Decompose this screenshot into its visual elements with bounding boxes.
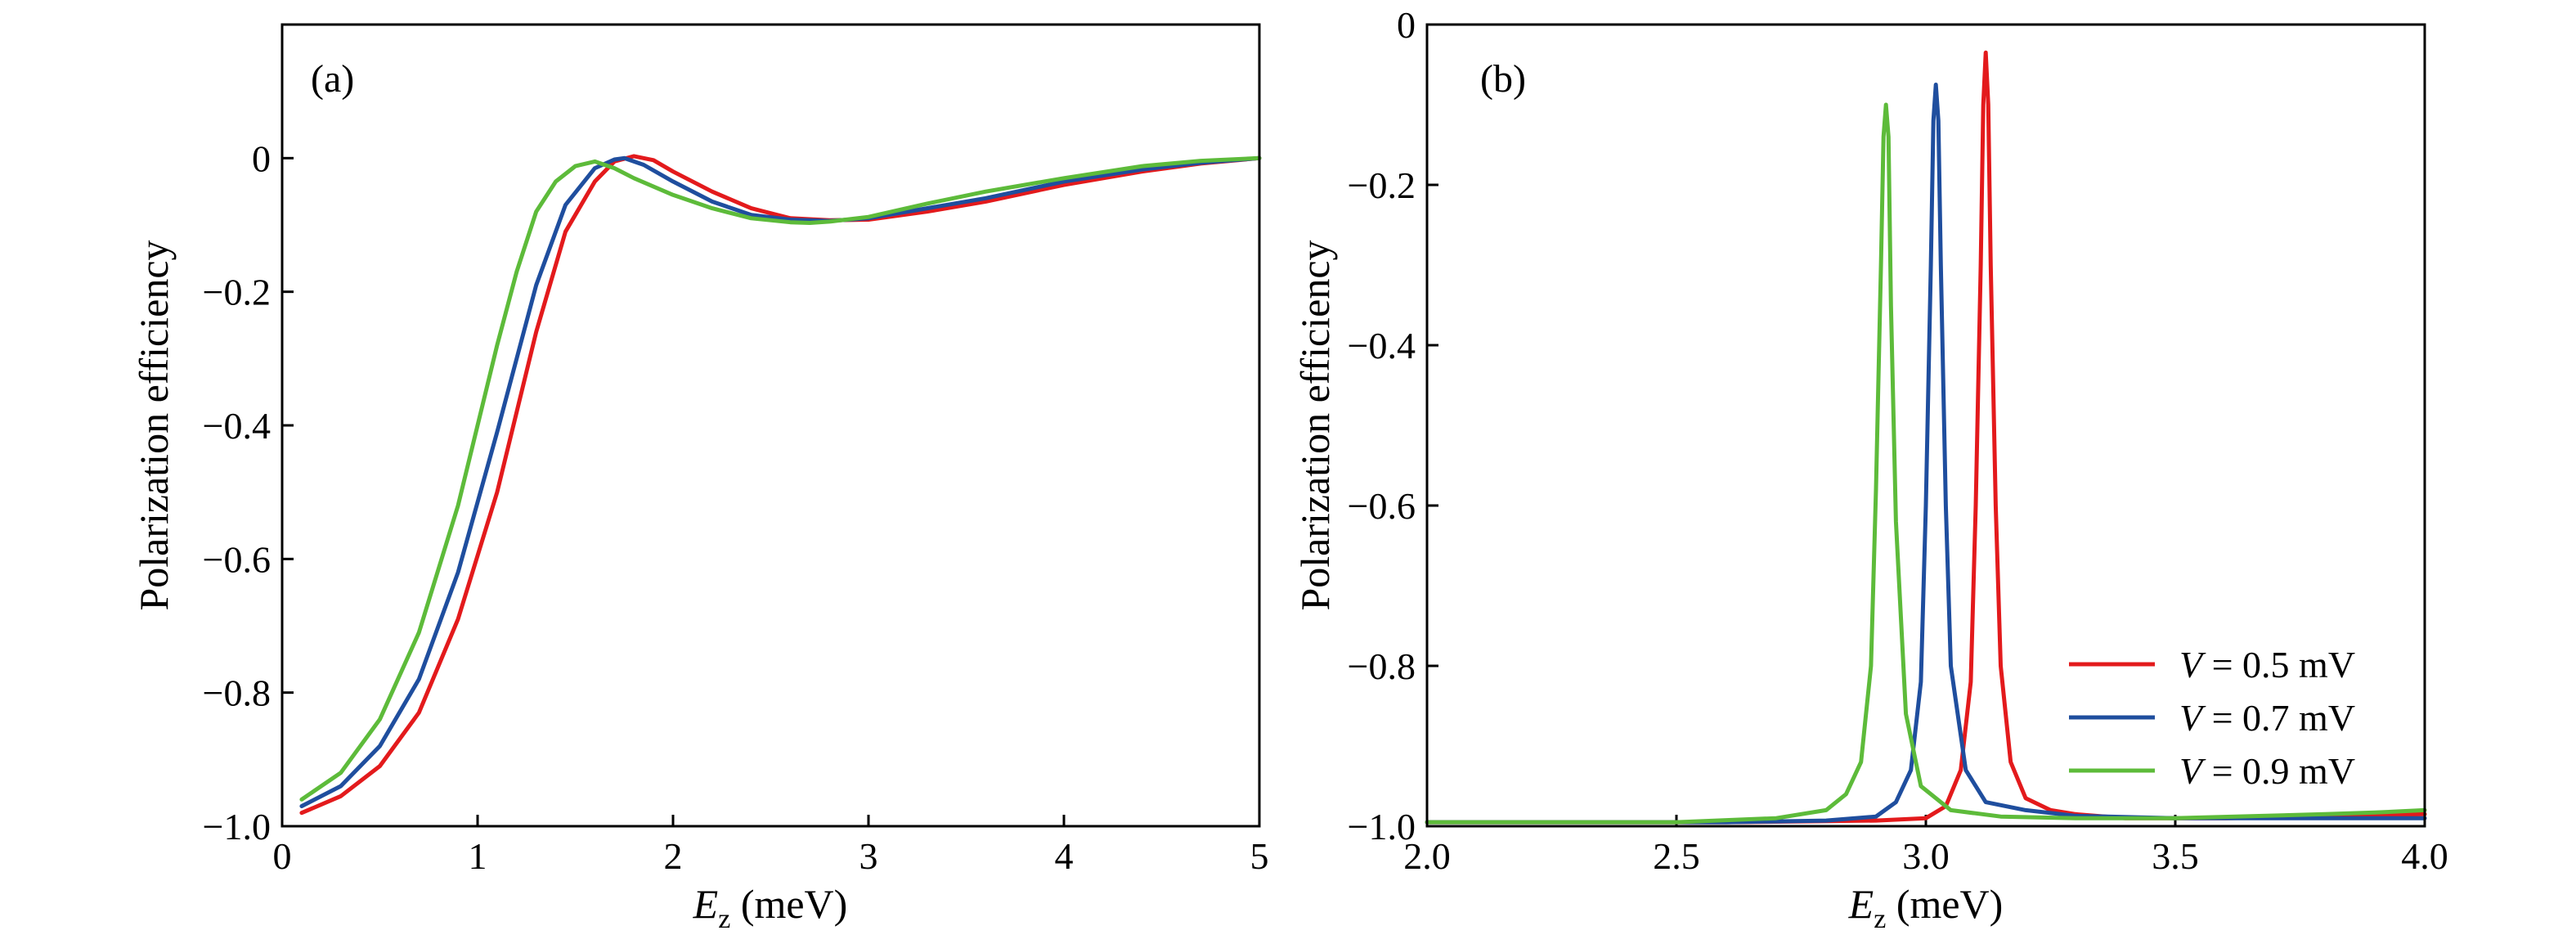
panel-a-series-1-line [299, 155, 1262, 808]
panel-a-ytick-label: −0.2 [203, 272, 271, 313]
panel-a-xtick-label: 4 [1055, 835, 1074, 877]
legend-entry-2: V = 0.9 mV [2069, 750, 2355, 792]
panel-a-ytick-label: 0 [252, 137, 271, 179]
panel-b-ytick-label: −0.6 [1348, 485, 1416, 527]
panel-b-xtick-label: 2.5 [1653, 835, 1700, 877]
legend-entry-0: V = 0.5 mV [2069, 644, 2355, 686]
panel-a-ticks: 0 1 2 3 4 5 −1.0 −0.8 −0.6 −0.4 −0.2 0 [203, 137, 1269, 877]
panel-b-xtick-label: 3.0 [1902, 835, 1950, 877]
panel-b-xlabel-unit: (meV) [1886, 881, 2003, 927]
panel-a-xlabel-main: E [693, 881, 719, 927]
panel-a-xlabel-unit: (meV) [730, 881, 847, 927]
panel-b-chart: 2.0 2.5 3.0 3.5 4.0 −1.0 −0.8 −0.6 −0.4 −0.2 0 (b)… [1292, 4, 2448, 934]
legend-entry-1: V = 0.7 mV [2069, 697, 2355, 739]
panel-a-ytick-label: −0.4 [203, 405, 271, 447]
panel-b-xlabel-sub: z [1874, 904, 1886, 934]
panel-b-series-1-line [1425, 83, 2427, 825]
legend-text-2: V = 0.9 mV [2179, 750, 2355, 792]
panel-b-xlabel: Ez (meV) [1848, 881, 2004, 934]
panel-b-legend: V = 0.5 mV V = 0.7 mV V = 0.9 mV [2069, 644, 2355, 792]
panel-b-series-2-line [1425, 102, 2427, 825]
panel-a-series-0-line [299, 154, 1262, 816]
panel-a-xtick-label: 1 [469, 835, 487, 877]
panel-b-ylabel: Polarization efficiency [1292, 240, 1338, 610]
panel-b-xtick-label: 4.0 [2401, 835, 2448, 877]
panel-a-frame [280, 23, 1261, 828]
legend-text-0: V = 0.5 mV [2179, 644, 2355, 686]
panel-b-ytick-label: −0.4 [1348, 325, 1416, 366]
panel-a-xlabel: Ez (meV) [693, 881, 848, 934]
panel-b-ytick-label: 0 [1397, 4, 1416, 46]
panel-b-label: (b) [1480, 57, 1526, 101]
panel-b-frame [1425, 23, 2426, 828]
panel-b-plot-area [1425, 50, 2427, 825]
panel-b-xtick-label: 2.0 [1403, 835, 1451, 877]
panel-a-plot-area [299, 154, 1262, 816]
panel-b-ytick-label: −0.2 [1348, 164, 1416, 206]
panel-a-series-2-line [299, 155, 1262, 802]
panel-a-xtick-label: 5 [1250, 835, 1269, 877]
panel-a-label: (a) [311, 57, 354, 101]
panel-a-ytick-label: −0.8 [203, 672, 271, 714]
panel-b-ytick-label: −1.0 [1348, 806, 1416, 847]
panel-b-ticks: 2.0 2.5 3.0 3.5 4.0 −1.0 −0.8 −0.6 −0.4 −0.2 0 [1348, 4, 2448, 877]
panel-a-xtick-label: 0 [273, 835, 292, 877]
panel-a-ytick-label: −0.6 [203, 538, 271, 580]
panel-a-chart: 0 1 2 3 4 5 −1.0 −0.8 −0.6 −0.4 −0.2 0 (a) Polariza… [131, 23, 1269, 934]
panel-b-xlabel-main: E [1848, 881, 1874, 927]
panel-a-ylabel: Polarization efficiency [131, 240, 177, 610]
panel-a-xtick-label: 2 [664, 835, 683, 877]
panel-b-ytick-label: −0.8 [1348, 645, 1416, 687]
panel-b-xtick-label: 3.5 [2152, 835, 2199, 877]
panel-a-xtick-label: 3 [859, 835, 878, 877]
panel-a-xlabel-sub: z [718, 904, 730, 934]
legend-text-1: V = 0.7 mV [2179, 697, 2355, 739]
panel-a-ytick-label: −1.0 [203, 806, 271, 847]
